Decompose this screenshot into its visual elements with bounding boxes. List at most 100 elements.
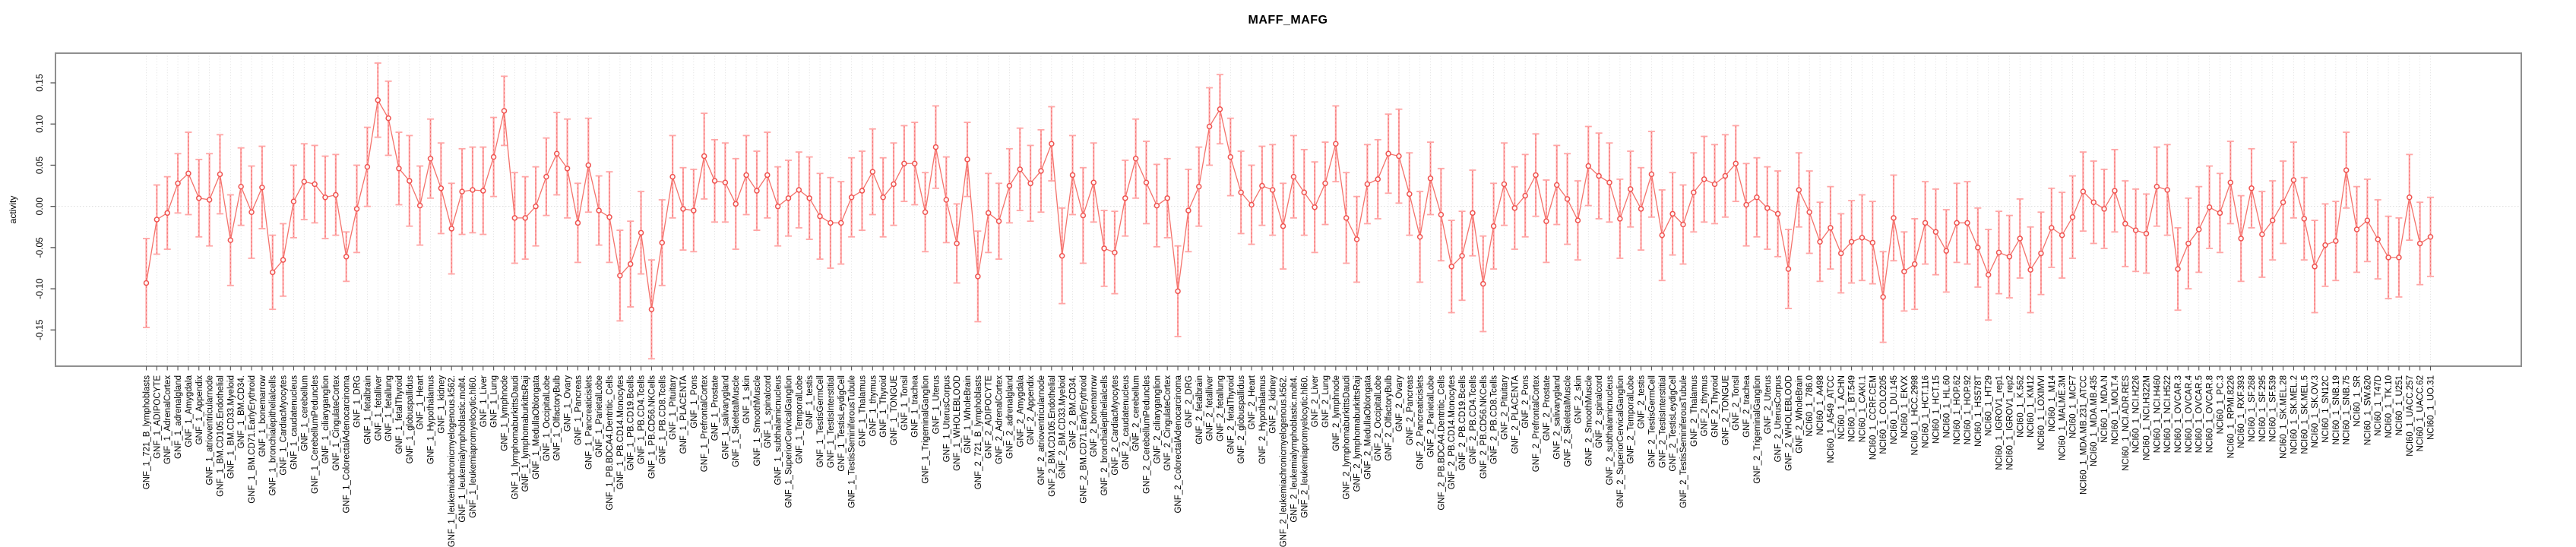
- x-axis-label: GNF_2_fetalbrain: [1195, 375, 1204, 444]
- x-axis-label: GNF_1_ADIPOCYTE: [153, 375, 162, 459]
- x-axis-label: GNF_2_ciliaryganglion: [1153, 375, 1162, 463]
- data-point: [995, 218, 1002, 224]
- data-point: [774, 203, 781, 210]
- x-axis-label: GNF_2_cerebellum: [1132, 375, 1141, 451]
- data-point: [806, 195, 812, 201]
- x-axis-label: GNF_2_PrefrontalCortex: [1532, 375, 1541, 472]
- x-axis-label: NCI60_1_HCC.2998: [1911, 375, 1920, 455]
- x-axis-label: GNF_2_BM.CD33.Myeloid: [1059, 375, 1068, 479]
- data-point: [1722, 172, 1729, 179]
- data-point: [2322, 242, 2328, 248]
- data-point: [1375, 176, 1381, 182]
- x-axis-label: GNF_1_caudatenucleus: [290, 375, 299, 470]
- data-point: [617, 272, 623, 279]
- data-point: [2280, 199, 2286, 205]
- data-point: [880, 194, 886, 201]
- x-axis-label: GNF_2_CingulateCortex: [1163, 375, 1172, 471]
- series-line: [145, 98, 2431, 310]
- data-point: [848, 194, 855, 201]
- data-point: [2185, 240, 2191, 247]
- x-axis-label: GNF_1_lymphomaburkittsDaudi: [511, 375, 520, 500]
- data-point: [1017, 166, 1024, 172]
- x-axis-label: GNF_2_Prostate: [1543, 375, 1552, 441]
- x-axis-label: NCI60_1_SK.MEL.5: [2300, 375, 2309, 454]
- data-point: [1416, 234, 1423, 240]
- x-axis-label: NCI60_1_CCRF.CEM: [1869, 375, 1878, 460]
- x-axis-label: GNF_1_Heart: [416, 375, 426, 429]
- x-axis-label: GNF_2_Appendix: [1027, 375, 1036, 445]
- data-point: [364, 163, 371, 170]
- x-axis-label: GNF_2_lymphomaburkittsDaudi: [1343, 375, 1352, 500]
- x-axis-label: GNF_2_leukemiapromyelocytic.hl60.: [1300, 375, 1309, 518]
- data-point: [1227, 153, 1234, 160]
- data-point: [1396, 153, 1402, 160]
- x-axis-label: GNF_2_adrenalgland: [1005, 375, 1014, 459]
- data-point: [1385, 150, 1391, 157]
- x-axis-label: GNF_1_PB.CD14.Monocytes: [616, 375, 625, 489]
- data-point: [1059, 252, 1065, 259]
- data-point: [1080, 212, 1087, 219]
- x-axis-label: GNF_2_Lung: [1321, 375, 1331, 428]
- data-point: [438, 185, 445, 191]
- x-axis-label: GNF_2_thymus: [1701, 375, 1710, 437]
- x-axis-label: GNF_1_Ovary: [564, 375, 573, 432]
- x-axis-label: GNF_1_Hypothalamus: [427, 375, 436, 464]
- data-point: [1038, 168, 1044, 174]
- x-axis-label: GNF_2_PB.CD19.Bcells: [1458, 375, 1467, 471]
- data-point: [2353, 226, 2360, 232]
- data-point: [975, 274, 981, 280]
- x-axis-label: GNF_1_WHOLEBLOOD: [953, 375, 962, 471]
- x-axis-label: GNF_2_TrigeminalGanglion: [1753, 375, 1762, 484]
- x-axis-label: GNF_2_SkeletalMuscle: [1564, 375, 1573, 467]
- x-axis-label: NCI60_1_LOXIMVI: [2037, 375, 2046, 450]
- x-axis-label: NCI60_1_UACC.257: [2406, 375, 2415, 457]
- x-axis-label: GNF_1_Lung: [490, 375, 499, 428]
- data-point: [185, 170, 191, 177]
- data-point: [301, 179, 308, 185]
- x-axis-label: NCI60_1_ACHN: [1837, 375, 1847, 439]
- x-axis-label: NCI60_1_KM12: [2027, 375, 2036, 438]
- data-point: [2122, 220, 2128, 227]
- x-axis-label: GNF_2_OlfactoryBulb: [1385, 375, 1394, 461]
- data-point: [2069, 214, 2076, 220]
- x-axis-label: GNF_2_Pancreas: [1406, 375, 1415, 445]
- data-point: [1774, 210, 1781, 217]
- x-axis-label: GNF_2_Tonsil: [1732, 375, 1741, 431]
- data-point: [1206, 123, 1213, 130]
- data-point: [1290, 173, 1297, 180]
- data-point: [2343, 167, 2350, 173]
- data-point: [511, 215, 518, 221]
- data-point: [1596, 172, 1602, 179]
- data-point: [2080, 188, 2087, 194]
- x-axis-label: GNF_1_salivarygland: [721, 375, 730, 460]
- x-axis-label: GNF_2_Pancreaticislets: [1416, 375, 1426, 470]
- y-axis-tick-label: -0.05: [34, 237, 45, 258]
- x-axis-label: NCI60_1_MDA.N: [2100, 375, 2109, 443]
- y-axis-tick-label: 0.10: [34, 115, 45, 133]
- x-axis-label: GNF_2_Amygdala: [1016, 375, 1025, 447]
- x-axis-label: NCI60_1_MOLT.4: [2111, 375, 2120, 444]
- data-point: [2090, 199, 2097, 205]
- data-point: [1217, 106, 1223, 112]
- data-point: [1617, 216, 1623, 222]
- x-axis-label: GNF_1_BM.CD71.EarlyErythroid: [248, 375, 257, 504]
- x-axis-label: NCI60_1_SW.620: [2363, 375, 2372, 445]
- data-point: [817, 213, 823, 220]
- x-axis-label: GNF_2_kidney: [1269, 375, 1278, 434]
- x-axis-label: GNF_2_Hypothalamus: [1258, 375, 1267, 464]
- x-axis-label: GNF_1_testis: [805, 375, 815, 429]
- data-point: [1891, 215, 1897, 221]
- data-point: [1269, 187, 1276, 193]
- x-axis-label: NCI60_1_SF.268: [2248, 375, 2257, 442]
- data-point: [322, 194, 328, 201]
- data-point: [1585, 163, 1592, 169]
- x-axis-label: NCI60_1_A498: [1816, 375, 1825, 435]
- x-axis-label: GNF_1_PB.BDCA4.Dentritic_Cells: [606, 375, 615, 511]
- x-axis-label: GNF_2_SmoothMuscle: [1584, 375, 1593, 466]
- data-point: [1638, 206, 1644, 212]
- x-axis-label: GNF_2_Liver: [1311, 375, 1320, 428]
- data-point: [1754, 194, 1760, 201]
- data-point: [2227, 179, 2234, 185]
- data-point: [574, 220, 581, 226]
- data-point: [1564, 196, 1571, 202]
